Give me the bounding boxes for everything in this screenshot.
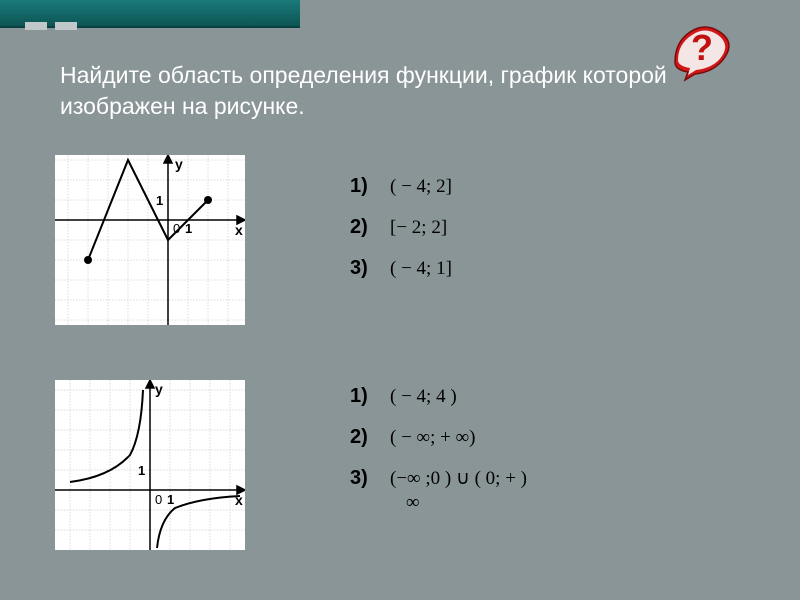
answer-option[interactable]: 3) ( − 4; 1]	[350, 257, 750, 280]
option-text: ( − ∞; + ∞)	[390, 427, 475, 449]
graph-1: y x 0 1 1	[55, 155, 245, 325]
answers-group-1: 1) ( − 4; 2] 2) [− 2; 2] 3) ( − 4; 1]	[350, 175, 750, 298]
endpoint-right	[204, 196, 212, 204]
answer-option[interactable]: 3) (−∞ ;0 ) ∪ ( 0; + )	[350, 467, 750, 490]
option-number: 1)	[350, 175, 390, 198]
endpoint-left	[84, 256, 92, 264]
task-title: Найдите область определения функции, гра…	[60, 60, 700, 122]
option-text: ( − 4; 4 )	[390, 386, 457, 408]
option-number: 2)	[350, 216, 390, 239]
graph-2: y x 0 1 1	[55, 380, 245, 550]
option-text: (−∞ ;0 ) ∪ ( 0; + )	[390, 467, 527, 490]
y-axis-label: y	[155, 381, 163, 397]
answer-option[interactable]: 2) [− 2; 2]	[350, 216, 750, 239]
top-bar	[0, 0, 300, 28]
option-number: 1)	[350, 385, 390, 408]
option-text: [− 2; 2]	[390, 217, 447, 239]
answer-option[interactable]: 2) ( − ∞; + ∞)	[350, 426, 750, 449]
option-number: 3)	[350, 257, 390, 280]
answer-option-extra: ∞	[406, 492, 750, 514]
option-text-extra: ∞	[406, 492, 420, 514]
tick-y: 1	[138, 463, 145, 478]
option-text: ( − 4; 2]	[390, 176, 452, 198]
answer-option[interactable]: 1) ( − 4; 2]	[350, 175, 750, 198]
answers-group-2: 1) ( − 4; 4 ) 2) ( − ∞; + ∞) 3) (−∞ ;0 )…	[350, 385, 750, 532]
x-axis-label: x	[235, 222, 243, 238]
tick-x: 1	[167, 492, 174, 507]
tick-y: 1	[156, 193, 163, 208]
origin-label: 0	[155, 492, 162, 507]
option-number: 3)	[350, 467, 390, 490]
answer-option[interactable]: 1) ( − 4; 4 )	[350, 385, 750, 408]
option-number: 2)	[350, 426, 390, 449]
option-text: ( − 4; 1]	[390, 258, 452, 280]
y-axis-label: y	[175, 156, 183, 172]
x-axis-label: x	[235, 492, 243, 508]
